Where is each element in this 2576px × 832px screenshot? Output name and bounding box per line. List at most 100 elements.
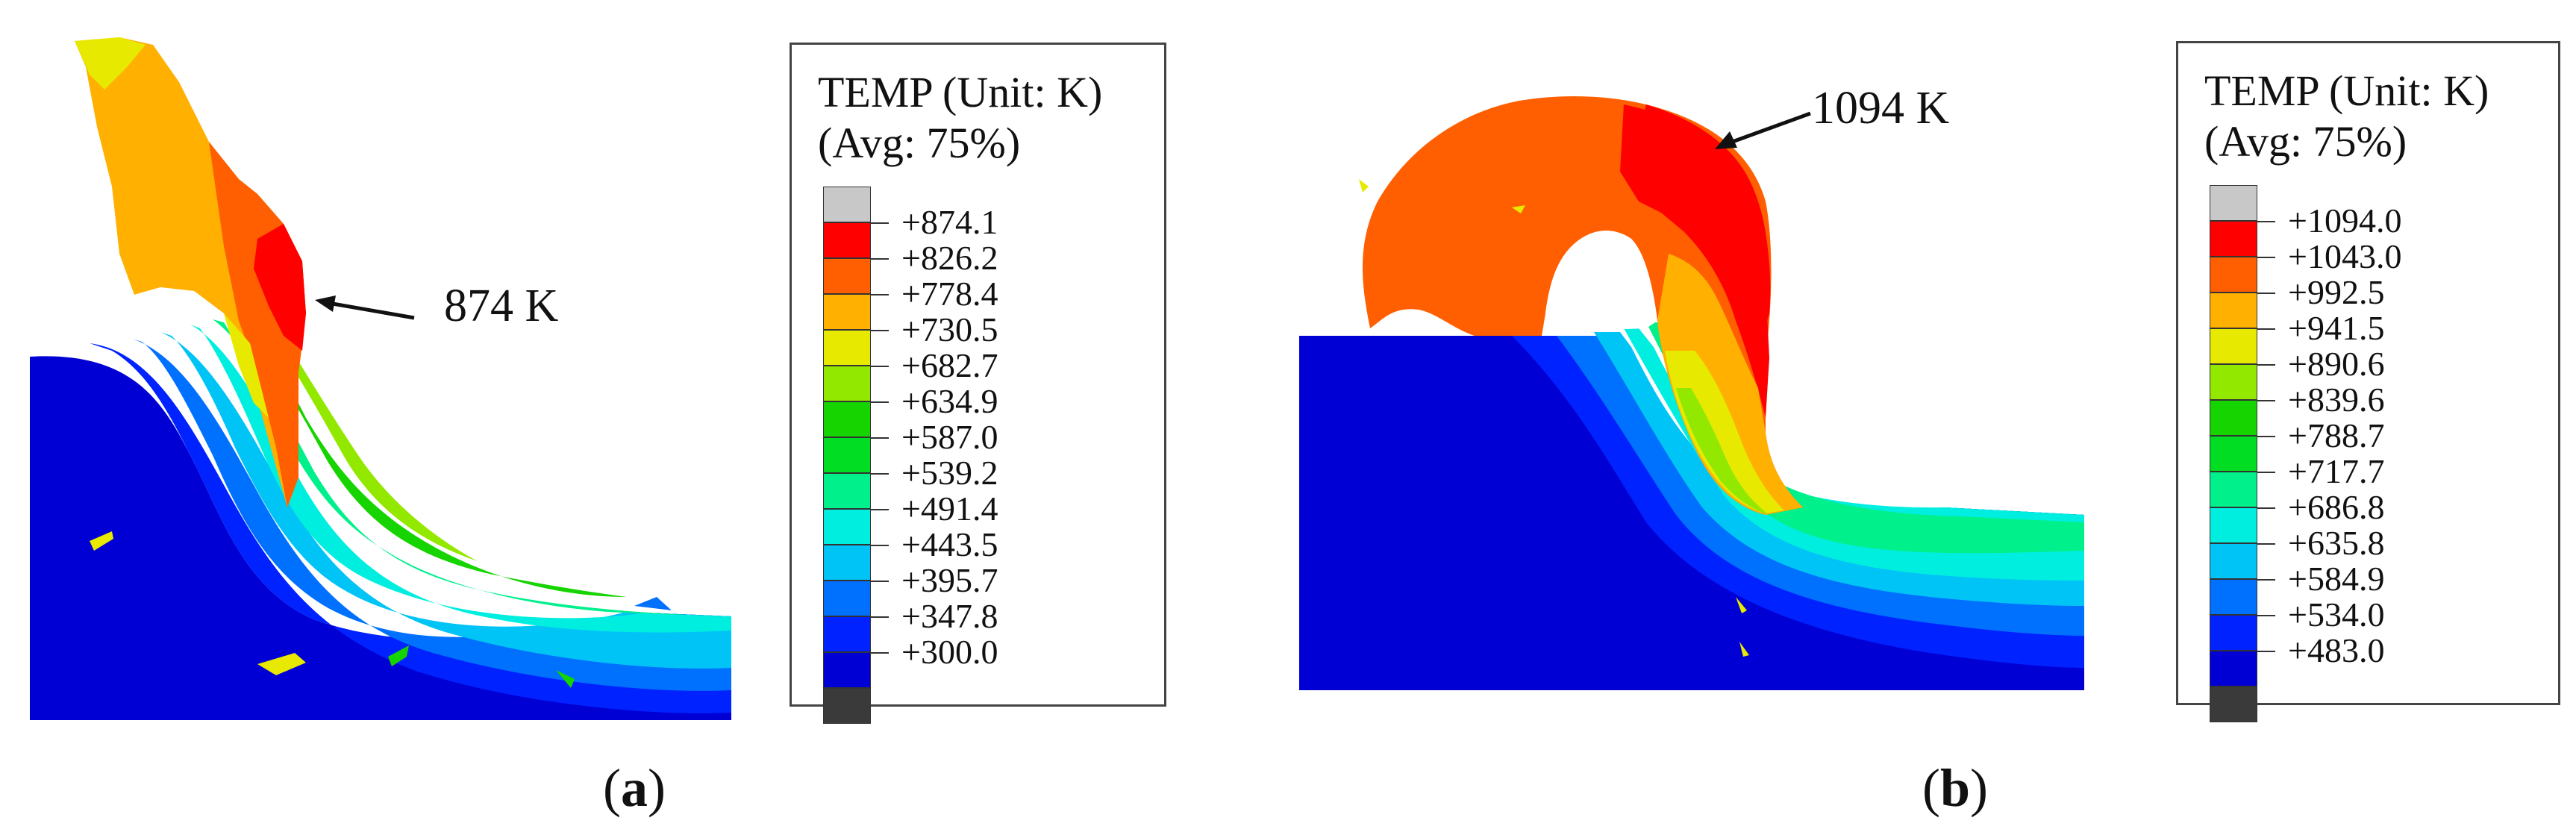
caption-a: (a)	[603, 758, 666, 818]
legend-value-label: +717.7	[2288, 452, 2385, 490]
legend-value-label: +300.0	[901, 633, 998, 671]
legend-tick	[871, 366, 889, 367]
legend-value-label: +788.7	[2288, 416, 2385, 454]
legend-title: TEMP (Unit: K) (Avg: 75%)	[2204, 66, 2489, 167]
legend-value-label: +347.8	[901, 597, 998, 635]
legend-value-label: +587.0	[901, 418, 998, 456]
legend-swatch	[823, 401, 871, 437]
legend-swatch	[2210, 472, 2257, 507]
legend-swatch	[2210, 507, 2257, 543]
legend-value-label: +395.7	[901, 561, 998, 599]
legend-value-label: +634.9	[901, 382, 998, 420]
legend-tick	[2257, 400, 2275, 401]
panel-a: 874 K TEMP (Unit: K) (Avg: 75%) +874.1 +8…	[30, 37, 1166, 818]
legend-tick	[871, 652, 889, 654]
peak-temperature-annotation: 1094 K	[1812, 83, 1950, 134]
legend-tick	[2257, 257, 2275, 258]
legend-value-label: +1043.0	[2288, 237, 2402, 275]
legend-tick	[871, 401, 889, 403]
legend-tick	[2257, 651, 2275, 652]
legend-tick	[871, 616, 889, 618]
legend-tick	[871, 545, 889, 546]
temperature-contour-a	[30, 37, 731, 720]
legend-value-label: +483.0	[2288, 631, 2385, 669]
legend-swatch	[2210, 543, 2257, 579]
peak-temperature-annotation: 874 K	[444, 281, 559, 331]
legend-value-label: +941.5	[2288, 309, 2385, 347]
caption-b: (b)	[1922, 758, 1989, 818]
legend-value-label: +682.7	[901, 346, 998, 384]
legend-tick	[871, 294, 889, 295]
legend-value-label: +992.5	[2288, 273, 2385, 311]
legend-tick	[2257, 472, 2275, 473]
legend-swatch	[823, 222, 871, 258]
legend-swatch	[2210, 257, 2257, 293]
temperature-legend: TEMP (Unit: K) (Avg: 75%) +1094.0 +1043.0…	[2176, 41, 2560, 722]
legend-swatch	[823, 366, 871, 401]
legend-swatch	[823, 509, 871, 545]
legend-value-label: +539.2	[901, 454, 998, 492]
legend-title-line2: (Avg: 75%)	[818, 119, 1021, 167]
legend-value-label: +584.9	[2288, 560, 2385, 598]
legend-tick	[871, 258, 889, 260]
legend-tick	[2257, 543, 2275, 545]
legend-swatch	[2210, 221, 2257, 257]
legend-swatch	[2210, 686, 2257, 722]
legend-value-label: +874.1	[901, 203, 998, 241]
legend-value-label: +443.5	[901, 525, 998, 563]
legend-value-label: +534.0	[2288, 595, 2385, 634]
legend-value-label: +635.8	[2288, 524, 2385, 562]
legend-swatch	[2210, 293, 2257, 328]
arrow-icon	[315, 295, 415, 320]
legend-title-line2: (Avg: 75%)	[2204, 117, 2407, 166]
temperature-legend: TEMP (Unit: K) (Avg: 75%) +874.1 +826.2 +7…	[790, 43, 1166, 724]
legend-tick	[871, 581, 889, 582]
legend-tick	[871, 473, 889, 475]
panel-b: 1094 K TEMP (Unit: K) (Avg: 75%) +1094.0…	[1288, 0, 2576, 832]
legend-value-label: +826.2	[901, 239, 998, 277]
legend-swatch	[2210, 579, 2257, 615]
legend-swatch	[2210, 364, 2257, 400]
legend-tick	[2257, 615, 2275, 616]
legend-value-label: +730.5	[901, 310, 998, 348]
legend-swatch	[823, 437, 871, 473]
legend-value-label: +686.8	[2288, 488, 2385, 526]
legend-swatch	[823, 616, 871, 652]
caption-letter: b	[1939, 758, 1971, 818]
legend-swatch	[823, 294, 871, 330]
legend-swatch	[823, 187, 871, 222]
legend-tick	[871, 437, 889, 439]
legend-swatch	[2210, 185, 2257, 221]
legend-swatch	[2210, 436, 2257, 472]
legend-swatch	[823, 330, 871, 366]
legend-swatch	[2210, 651, 2257, 686]
legend-tick	[2257, 436, 2275, 437]
legend-tick	[2257, 364, 2275, 366]
legend-swatch	[823, 581, 871, 616]
legend-swatch	[823, 545, 871, 581]
legend-swatch	[2210, 400, 2257, 436]
legend-title-line1: TEMP (Unit: K)	[818, 68, 1103, 116]
legend-title-line1: TEMP (Unit: K)	[2204, 66, 2489, 115]
caption-letter: a	[620, 758, 648, 818]
legend-tick	[2257, 579, 2275, 581]
legend-value-label: +839.6	[2288, 381, 2385, 419]
legend-tick	[2257, 293, 2275, 294]
legend-tick	[871, 222, 889, 224]
legend-tick	[2257, 507, 2275, 509]
legend-swatch	[823, 473, 871, 509]
legend-swatch	[823, 652, 871, 688]
legend-value-label: +778.4	[901, 275, 998, 313]
legend-swatch	[2210, 328, 2257, 364]
legend-swatch	[823, 688, 871, 724]
legend-value-label: +1094.0	[2288, 201, 2402, 240]
legend-title: TEMP (Unit: K) (Avg: 75%)	[818, 67, 1102, 169]
temperature-contour-b	[1299, 96, 2084, 690]
legend-tick	[871, 330, 889, 331]
legend-value-label: +491.4	[901, 489, 998, 528]
legend-tick	[2257, 221, 2275, 222]
legend-tick	[871, 509, 889, 510]
legend-swatch	[2210, 615, 2257, 651]
legend-swatch	[823, 258, 871, 294]
arrow-icon	[1715, 111, 1811, 149]
